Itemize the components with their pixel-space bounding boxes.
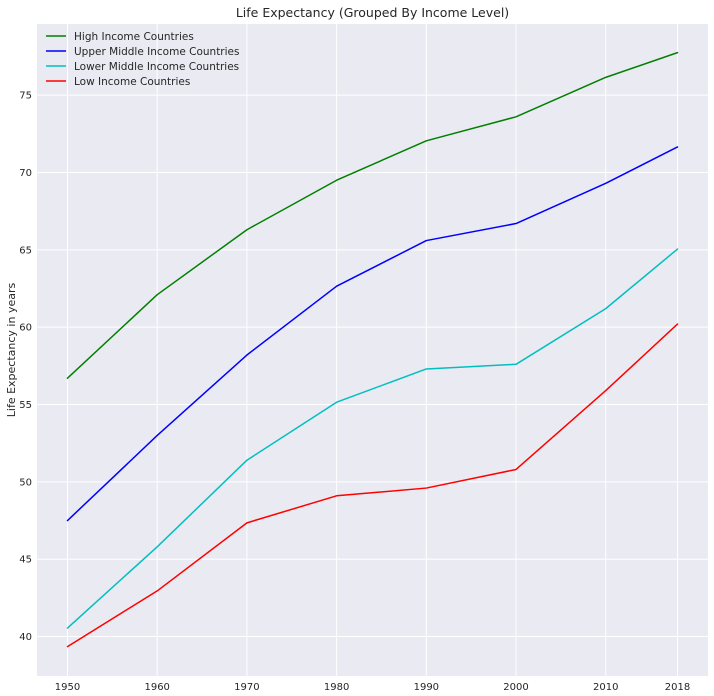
legend-label: High Income Countries xyxy=(74,31,194,43)
legend-label: Lower Middle Income Countries xyxy=(74,61,239,73)
y-tick-label: 50 xyxy=(19,477,32,488)
y-tick-labels: 40 45 50 55 60 65 70 75 xyxy=(19,91,32,643)
series-line xyxy=(66,146,679,522)
x-tick-labels: 1950 1960 1970 1980 1990 2000 2010 2018 xyxy=(55,682,690,693)
series-lines xyxy=(66,51,679,648)
y-tick-label: 75 xyxy=(19,91,32,102)
x-tick-label: 2018 xyxy=(665,682,690,693)
chart-title: Life Expectancy (Grouped By Income Level… xyxy=(236,5,509,20)
plot-area xyxy=(37,24,708,676)
x-tick-label: 2010 xyxy=(593,682,618,693)
series-line xyxy=(66,248,679,629)
legend: High Income Countries Upper Middle Income… xyxy=(46,31,239,88)
x-tick-label: 1960 xyxy=(144,682,169,693)
legend-label: Low Income Countries xyxy=(74,76,190,88)
legend-label: Upper Middle Income Countries xyxy=(74,46,239,58)
x-tick-label: 1980 xyxy=(324,682,349,693)
y-tick-label: 55 xyxy=(19,400,32,411)
y-tick-label: 45 xyxy=(19,555,32,566)
x-tick-label: 1970 xyxy=(234,682,259,693)
grid-lines xyxy=(37,24,708,676)
series-line xyxy=(66,51,679,379)
series-line xyxy=(66,323,679,648)
y-tick-label: 65 xyxy=(19,245,32,256)
y-axis-label: Life Expectancy in years xyxy=(5,283,18,418)
x-tick-label: 1990 xyxy=(414,682,439,693)
y-tick-label: 70 xyxy=(19,168,32,179)
y-tick-label: 60 xyxy=(19,323,32,334)
x-tick-label: 2000 xyxy=(503,682,528,693)
y-tick-label: 40 xyxy=(19,632,32,643)
x-tick-label: 1950 xyxy=(55,682,80,693)
